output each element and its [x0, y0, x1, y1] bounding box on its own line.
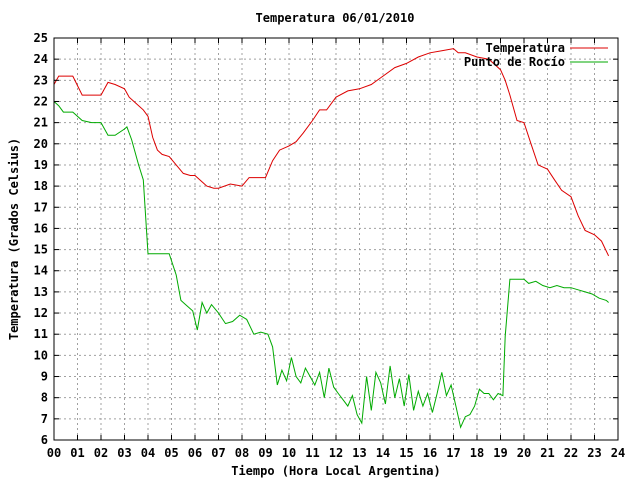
y-tick-label: 19: [34, 158, 48, 172]
x-tick-label: 14: [376, 446, 390, 460]
y-tick-label: 7: [41, 412, 48, 426]
x-tick-label: 13: [352, 446, 366, 460]
y-tick-label: 24: [34, 52, 48, 66]
x-axis-ticks: 00 01 02 03 04 05 06 07 08 09 10 11 12 13 14 15 16 17 18 19…: [47, 38, 625, 460]
y-tick-label: 20: [34, 137, 48, 151]
x-tick-label: 23: [587, 446, 601, 460]
legend-label: Temperatura: [486, 41, 565, 55]
x-tick-label: 08: [235, 446, 249, 460]
grid: [54, 38, 618, 440]
x-tick-label: 05: [164, 446, 178, 460]
y-tick-label: 17: [34, 200, 48, 214]
x-tick-label: 18: [470, 446, 484, 460]
chart-title: Temperatura 06/01/2010: [256, 11, 415, 25]
y-tick-label: 11: [34, 327, 48, 341]
x-tick-label: 06: [188, 446, 202, 460]
x-tick-label: 21: [540, 446, 554, 460]
y-tick-label: 6: [41, 433, 48, 447]
y-tick-label: 18: [34, 179, 48, 193]
y-tick-label: 15: [34, 243, 48, 257]
x-tick-label: 11: [305, 446, 319, 460]
x-tick-label: 16: [423, 446, 437, 460]
x-tick-label: 15: [399, 446, 413, 460]
x-tick-label: 09: [258, 446, 272, 460]
series-lines: [53, 48, 610, 429]
y-axis-label: Temperatura (Grados Celsius): [7, 138, 21, 340]
x-tick-label: 04: [141, 446, 155, 460]
y-tick-label: 22: [34, 94, 48, 108]
x-tick-label: 22: [564, 446, 578, 460]
y-tick-label: 9: [41, 370, 48, 384]
dew-point-series-line: [53, 101, 609, 429]
x-tick-label: 24: [611, 446, 625, 460]
y-tick-label: 23: [34, 73, 48, 87]
x-axis-label: Tiempo (Hora Local Argentina): [231, 464, 441, 478]
x-tick-label: 03: [117, 446, 131, 460]
x-tick-label: 17: [446, 446, 460, 460]
y-tick-label: 10: [34, 348, 48, 362]
x-tick-label: 07: [211, 446, 225, 460]
y-axis-ticks: 6 7 8 9 10 11 12 13 14 15 16 17 18 19 20 21 22 23 24 25: [34, 31, 618, 447]
y-tick-label: 16: [34, 221, 48, 235]
temperature-series-line: [53, 48, 610, 257]
legend-label: Punto de Rocío: [464, 55, 565, 69]
y-tick-label: 8: [41, 391, 48, 405]
y-tick-label: 25: [34, 31, 48, 45]
y-tick-label: 14: [34, 264, 48, 278]
y-tick-label: 12: [34, 306, 48, 320]
x-tick-label: 10: [282, 446, 296, 460]
x-tick-label: 00: [47, 446, 61, 460]
x-tick-label: 19: [493, 446, 507, 460]
y-tick-label: 21: [34, 116, 48, 130]
y-tick-label: 13: [34, 285, 48, 299]
x-tick-label: 02: [94, 446, 108, 460]
x-tick-label: 12: [329, 446, 343, 460]
x-tick-label: 01: [70, 446, 84, 460]
x-tick-label: 20: [517, 446, 531, 460]
